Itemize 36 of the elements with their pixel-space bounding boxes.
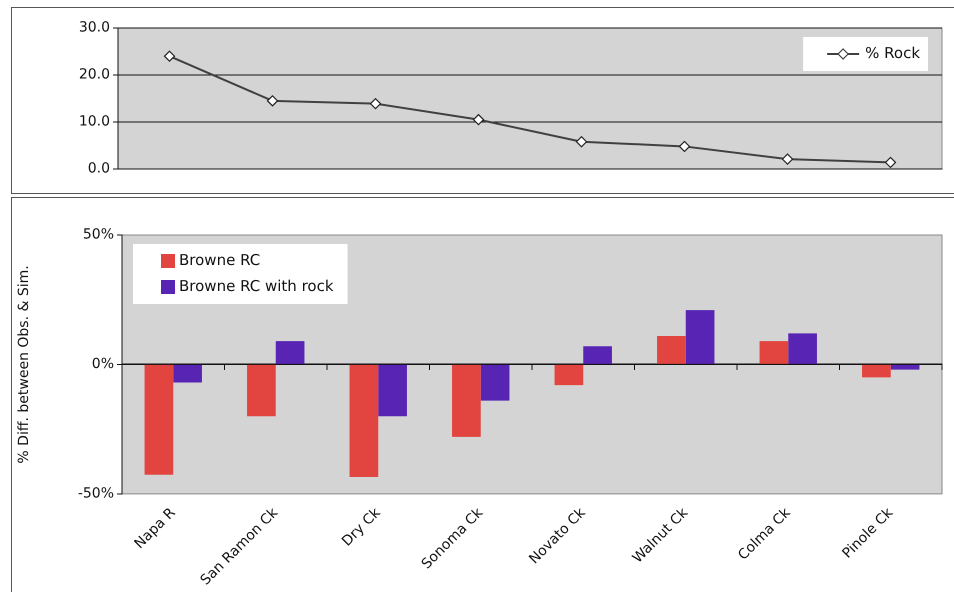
y-tick-label: 50% bbox=[82, 226, 114, 243]
point bbox=[472, 114, 484, 126]
y-tick-label: 30.0 bbox=[78, 20, 110, 36]
bar bbox=[788, 333, 817, 364]
point bbox=[782, 154, 794, 165]
point bbox=[266, 95, 278, 106]
point bbox=[884, 156, 896, 168]
bar bbox=[378, 364, 407, 416]
x-tick-label: Dry Ck bbox=[338, 504, 384, 550]
legend-label: Browne RC with rock bbox=[179, 276, 334, 295]
point bbox=[370, 98, 382, 110]
bar bbox=[173, 364, 202, 383]
bar bbox=[657, 336, 686, 364]
bar bbox=[350, 364, 378, 478]
point bbox=[678, 140, 690, 152]
point bbox=[576, 136, 588, 148]
bar bbox=[862, 364, 891, 378]
bar bbox=[760, 341, 788, 364]
y-tick-label: 20.0 bbox=[78, 66, 110, 83]
bar bbox=[480, 364, 510, 401]
bar bbox=[144, 364, 174, 475]
y-tick-label: 0% bbox=[92, 356, 114, 372]
bar bbox=[247, 364, 276, 416]
point bbox=[164, 50, 176, 62]
y-axis-title: % Diff. between Obs. & Sim. bbox=[16, 265, 32, 464]
bar bbox=[890, 364, 920, 370]
y-tick-label: 10.0 bbox=[78, 114, 110, 130]
y-tick-label: 0.0 bbox=[88, 160, 110, 177]
legend-label: % Rock bbox=[865, 44, 920, 62]
bar bbox=[686, 310, 714, 364]
bar bbox=[452, 364, 481, 437]
bar bbox=[276, 341, 304, 364]
bar bbox=[554, 364, 584, 386]
y-tick-label: -50% bbox=[78, 485, 114, 502]
bar bbox=[583, 346, 612, 364]
legend-label: Browne RC bbox=[179, 250, 260, 269]
